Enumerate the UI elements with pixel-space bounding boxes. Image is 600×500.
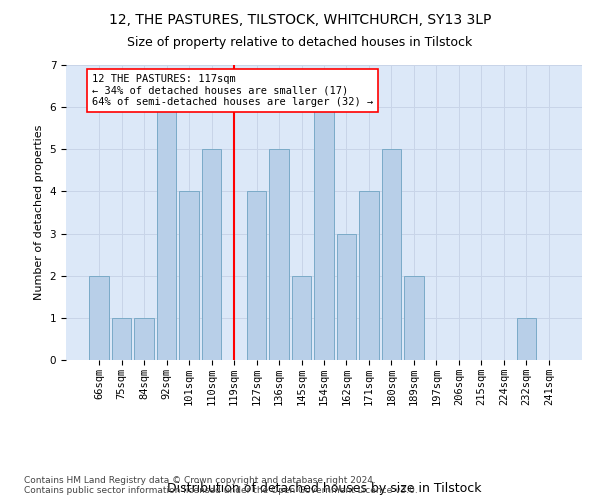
Bar [89,276,109,360]
Text: 12 THE PASTURES: 117sqm
← 34% of detached houses are smaller (17)
64% of semi-de: 12 THE PASTURES: 117sqm ← 34% of detache… [92,74,373,107]
Bar [157,107,176,360]
X-axis label: Distribution of detached houses by size in Tilstock: Distribution of detached houses by size … [167,482,481,494]
Bar [202,150,221,360]
Bar [112,318,131,360]
Bar [404,276,424,360]
Bar [314,107,334,360]
Bar [247,192,266,360]
Bar [292,276,311,360]
Bar [179,192,199,360]
Bar [382,150,401,360]
Y-axis label: Number of detached properties: Number of detached properties [34,125,44,300]
Text: 12, THE PASTURES, TILSTOCK, WHITCHURCH, SY13 3LP: 12, THE PASTURES, TILSTOCK, WHITCHURCH, … [109,13,491,27]
Bar [359,192,379,360]
Text: Size of property relative to detached houses in Tilstock: Size of property relative to detached ho… [127,36,473,49]
Text: Contains HM Land Registry data © Crown copyright and database right 2024.
Contai: Contains HM Land Registry data © Crown c… [24,476,418,495]
Bar [337,234,356,360]
Bar [517,318,536,360]
Bar [134,318,154,360]
Bar [269,150,289,360]
